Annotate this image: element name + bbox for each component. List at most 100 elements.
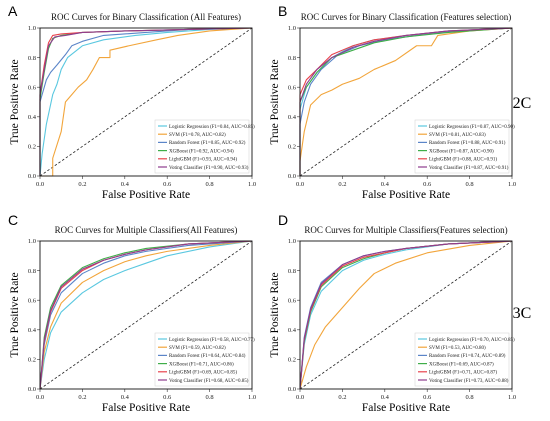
chart-panel-d: ROC Curves for Multiple Classifiers(Feat… <box>269 225 516 414</box>
y-tick-label: 1.0 <box>288 25 296 32</box>
legend-entry: Voting Classifier (F1=0.73, AUC=0.88) <box>429 379 509 384</box>
x-tick-label: 0.0 <box>36 181 44 188</box>
chart-panel-c: ROC Curves for Multiple Classifiers(All … <box>9 225 256 414</box>
y-axis-label: True Positive Rate <box>9 272 21 357</box>
legend-entry: XGBoost (F1=0.69, AUC=0.87) <box>429 362 494 367</box>
legend-entry: LightGBM (F1=0.71, AUC=0.87) <box>429 371 497 376</box>
row-label-2c: 2C <box>513 95 532 112</box>
y-tick-label: 0.6 <box>288 297 297 304</box>
chart-title: ROC Curves for Multiple Classifiers(Feat… <box>304 225 507 235</box>
y-tick-label: 0.4 <box>28 327 37 334</box>
y-tick-label: 1.0 <box>28 25 36 32</box>
y-tick-label: 0.8 <box>288 268 296 275</box>
y-tick-label: 0.0 <box>28 173 36 180</box>
roc-curve-logistic-regression <box>299 240 513 390</box>
chart-panels: ROC Curves for Binary Classification (Al… <box>9 12 516 414</box>
legend-entry: SVM (F1=0.78, AUC=0.82) <box>169 133 226 138</box>
roc-curve-svm <box>299 27 513 176</box>
roc-curve-xgboost <box>39 240 253 390</box>
roc-curve-logistic-regression <box>39 27 253 177</box>
y-tick-label: 0.8 <box>288 55 296 62</box>
legend-box <box>414 119 510 174</box>
legend-entry: SVM (F1=0.81, AUC=0.83) <box>429 133 486 138</box>
legend-box <box>414 332 510 387</box>
roc-curve-voting-classifier <box>39 27 253 176</box>
y-tick-label: 0.2 <box>28 357 36 364</box>
x-tick-label: 0.2 <box>78 181 86 188</box>
plot-frame <box>299 240 513 390</box>
x-tick-label: 1.0 <box>248 181 256 188</box>
x-tick-label: 1.0 <box>248 394 256 401</box>
legend-entry: Random Forest (F1=0.64, AUC=0.84) <box>169 354 246 359</box>
roc-curve-svm <box>39 240 253 390</box>
y-axis-label: True Positive Rate <box>269 272 281 357</box>
y-tick-label: 0.6 <box>288 84 297 91</box>
y-tick-label: 0.2 <box>28 144 36 151</box>
x-tick-label: 0.8 <box>466 394 474 401</box>
legend-entry: Random Forest (F1=0.85, AUC=0.92) <box>169 141 246 146</box>
x-axis-label: False Positive Rate <box>362 189 450 201</box>
legend-entry: XGBoost (F1=0.92, AUC=0.94) <box>169 149 234 154</box>
x-tick-label: 1.0 <box>508 181 516 188</box>
x-axis-label: False Positive Rate <box>362 402 450 414</box>
x-tick-label: 0.8 <box>206 181 214 188</box>
y-tick-label: 0.4 <box>288 327 297 334</box>
y-tick-label: 1.0 <box>288 238 296 245</box>
chart-panel-b: ROC Curves for Binary Classification (Fe… <box>269 12 516 201</box>
x-tick-label: 1.0 <box>508 394 516 401</box>
legend-entry: Voting Classifier (F1=0.68, AUC=0.85) <box>169 379 249 384</box>
legend: Logistic Regression (F1=0.87, AUC=0.90) S… <box>414 119 515 174</box>
x-tick-label: 0.8 <box>466 181 474 188</box>
x-tick-label: 0.2 <box>338 394 346 401</box>
x-tick-label: 0.4 <box>381 181 390 188</box>
y-tick-label: 0.0 <box>288 386 296 393</box>
legend: Logistic Regression (F1=0.84, AUC=0.85) S… <box>154 119 255 174</box>
y-tick-label: 0.2 <box>288 144 296 151</box>
chart-title: ROC Curves for Binary Classification (Fe… <box>301 12 511 22</box>
roc-curve-voting-classifier <box>39 240 253 390</box>
legend-entry: XGBoost (F1=0.87, AUC=0.90) <box>429 149 494 154</box>
roc-curve-svm <box>40 27 253 177</box>
x-tick-label: 0.6 <box>423 181 432 188</box>
roc-curve-random-forest <box>39 27 253 176</box>
chart-panel-a: ROC Curves for Binary Classification (Al… <box>9 12 256 201</box>
legend-box <box>154 332 250 387</box>
legend-entry: Voting Classifier (F1=0.90, AUC=0.93) <box>169 166 249 171</box>
legend-entry: Logistic Regression (F1=0.70, AUC=0.85) <box>429 338 515 343</box>
roc-curve-voting-classifier <box>299 240 513 390</box>
plot-frame <box>299 27 513 177</box>
x-tick-label: 0.4 <box>381 394 390 401</box>
x-tick-label: 0.6 <box>423 394 432 401</box>
roc-curve-logistic-regression <box>39 240 253 390</box>
y-tick-label: 0.6 <box>28 84 37 91</box>
legend-entry: LightGBM (F1=0.69, AUC=0.85) <box>169 371 237 376</box>
x-tick-label: 0.0 <box>296 181 304 188</box>
legend-entry: Logistic Regression (F1=0.87, AUC=0.90) <box>429 125 515 130</box>
y-tick-label: 0.8 <box>28 268 36 275</box>
roc-curve-random-forest <box>39 240 253 390</box>
panel-label-a: A <box>8 3 18 19</box>
y-axis-label: True Positive Rate <box>269 59 281 144</box>
legend-entry: Random Forest (F1=0.88, AUC=0.91) <box>429 141 506 146</box>
x-tick-label: 0.0 <box>36 394 44 401</box>
chart-title: ROC Curves for Multiple Classifiers(All … <box>55 225 238 235</box>
x-tick-label: 0.4 <box>121 394 130 401</box>
x-axis-label: False Positive Rate <box>102 402 190 414</box>
y-tick-label: 0.6 <box>28 297 37 304</box>
y-tick-label: 0.0 <box>288 173 296 180</box>
legend-entry: LightGBM (F1=0.93, AUC=0.94) <box>169 158 237 163</box>
x-tick-label: 0.6 <box>163 394 172 401</box>
y-tick-label: 0.4 <box>28 114 37 121</box>
legend-box <box>154 119 250 174</box>
legend-entry: XGBoost (F1=0.71, AUC=0.86) <box>169 362 234 367</box>
y-tick-label: 0.4 <box>288 114 297 121</box>
legend-entry: Logistic Regression (F1=0.58, AUC=0.77) <box>169 338 255 343</box>
roc-curve-svm <box>299 240 513 390</box>
x-tick-label: 0.2 <box>78 394 86 401</box>
panel-label-d: D <box>278 212 288 228</box>
x-tick-label: 0.2 <box>338 181 346 188</box>
legend-entry: SVM (F1=0.59, AUC=0.82) <box>169 346 226 351</box>
x-tick-label: 0.4 <box>121 181 130 188</box>
y-axis-label: True Positive Rate <box>9 59 21 144</box>
y-tick-label: 0.0 <box>28 386 36 393</box>
